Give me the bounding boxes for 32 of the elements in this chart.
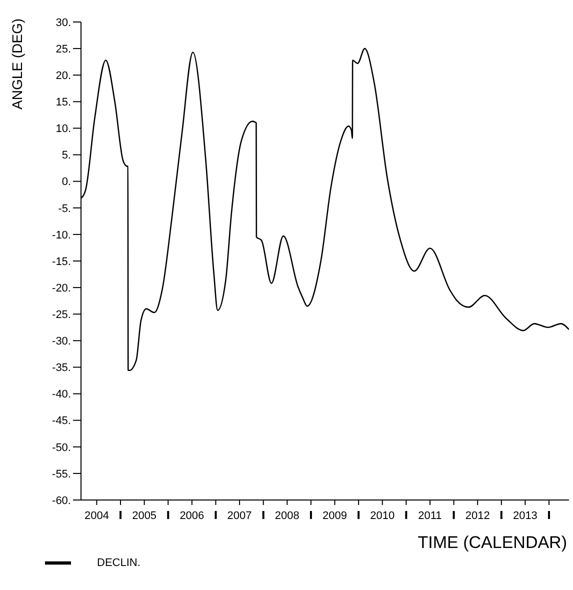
x-tick-label: 2011: [418, 510, 442, 522]
y-tick-label: -50.: [52, 442, 71, 454]
legend-label: DECLIN.: [97, 556, 140, 569]
y-axis-title: ANGLE (DEG): [9, 18, 25, 110]
x-tick-label: 2005: [132, 510, 157, 522]
y-tick-label: 5.: [62, 150, 71, 162]
y-tick-label: -20.: [52, 282, 71, 294]
x-tick-label: 2009: [322, 510, 347, 522]
x-axis-title: TIME (CALENDAR): [418, 533, 567, 552]
y-tick-label: -30.: [52, 336, 71, 348]
y-tick-label: 0.: [62, 176, 71, 188]
x-tick-label: 2010: [370, 510, 395, 522]
y-tick-label: -35.: [52, 362, 71, 374]
y-tick-label: 20.: [56, 70, 71, 82]
x-tick-label: 2004: [84, 510, 109, 522]
y-tick-label: -5.: [58, 202, 71, 215]
y-tick-label: 15.: [56, 96, 71, 109]
y-tick-label: 25.: [56, 43, 71, 56]
x-tick-label: 2008: [274, 510, 300, 522]
y-tick-label: -15.: [52, 256, 71, 268]
y-tick-label: 30.: [56, 16, 71, 29]
y-tick-label: -45.: [52, 415, 71, 428]
x-tick-label: 2012: [465, 510, 490, 522]
y-tick-label: -25.: [52, 309, 71, 322]
y-tick-label: 10.: [56, 123, 71, 136]
y-tick-label: -40.: [52, 388, 71, 401]
x-tick-label: 2013: [512, 510, 538, 522]
y-tick-label: -60.: [52, 494, 71, 507]
x-tick-label: 2007: [227, 510, 252, 522]
y-tick-label: -55.: [52, 468, 71, 480]
y-tick-label: -10.: [52, 229, 71, 242]
x-tick-label: 2006: [180, 510, 204, 522]
